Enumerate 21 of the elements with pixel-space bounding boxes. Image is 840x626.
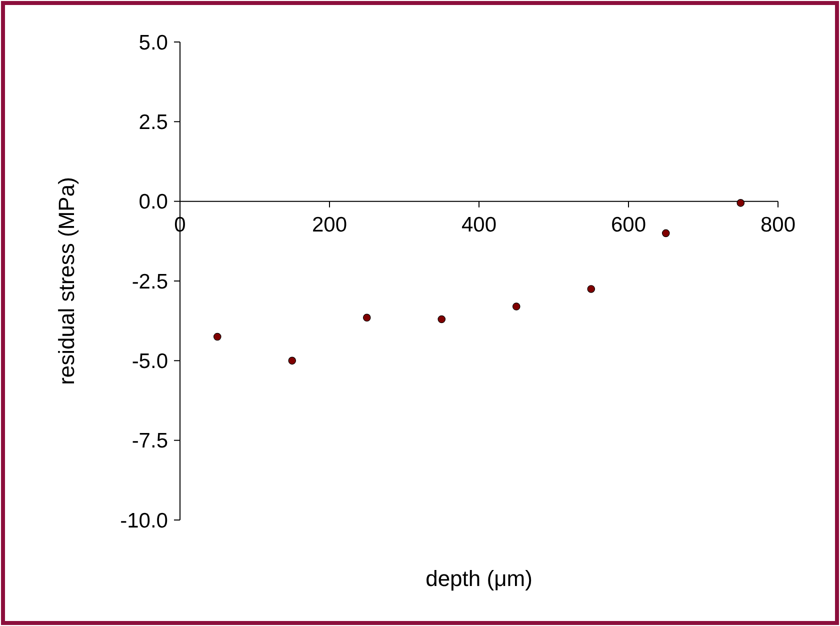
x-tick-label: 600 — [610, 213, 646, 236]
point — [288, 356, 296, 365]
y-tick-label: -10.0 — [120, 509, 168, 532]
point — [213, 332, 222, 341]
y-tick-label: -2.5 — [132, 270, 168, 294]
y-tick-label: 5.0 — [138, 31, 168, 54]
point — [736, 199, 745, 207]
point — [362, 314, 371, 322]
point — [438, 315, 446, 324]
point — [662, 229, 670, 238]
y-tick-label: -5.0 — [132, 350, 168, 374]
y-tick-label: -7.5 — [132, 430, 168, 453]
point — [587, 285, 596, 293]
x-tick-label: 800 — [760, 213, 796, 236]
x-tick-label: 200 — [312, 213, 348, 236]
y-tick-label: 2.5 — [138, 111, 168, 134]
y-tick-label: 0.0 — [138, 190, 168, 214]
y-axis-title: residual stress (MPa) — [54, 177, 79, 385]
point — [512, 302, 520, 310]
x-tick-label: 400 — [461, 213, 497, 236]
x-axis-title: depth (μm) — [426, 566, 532, 591]
